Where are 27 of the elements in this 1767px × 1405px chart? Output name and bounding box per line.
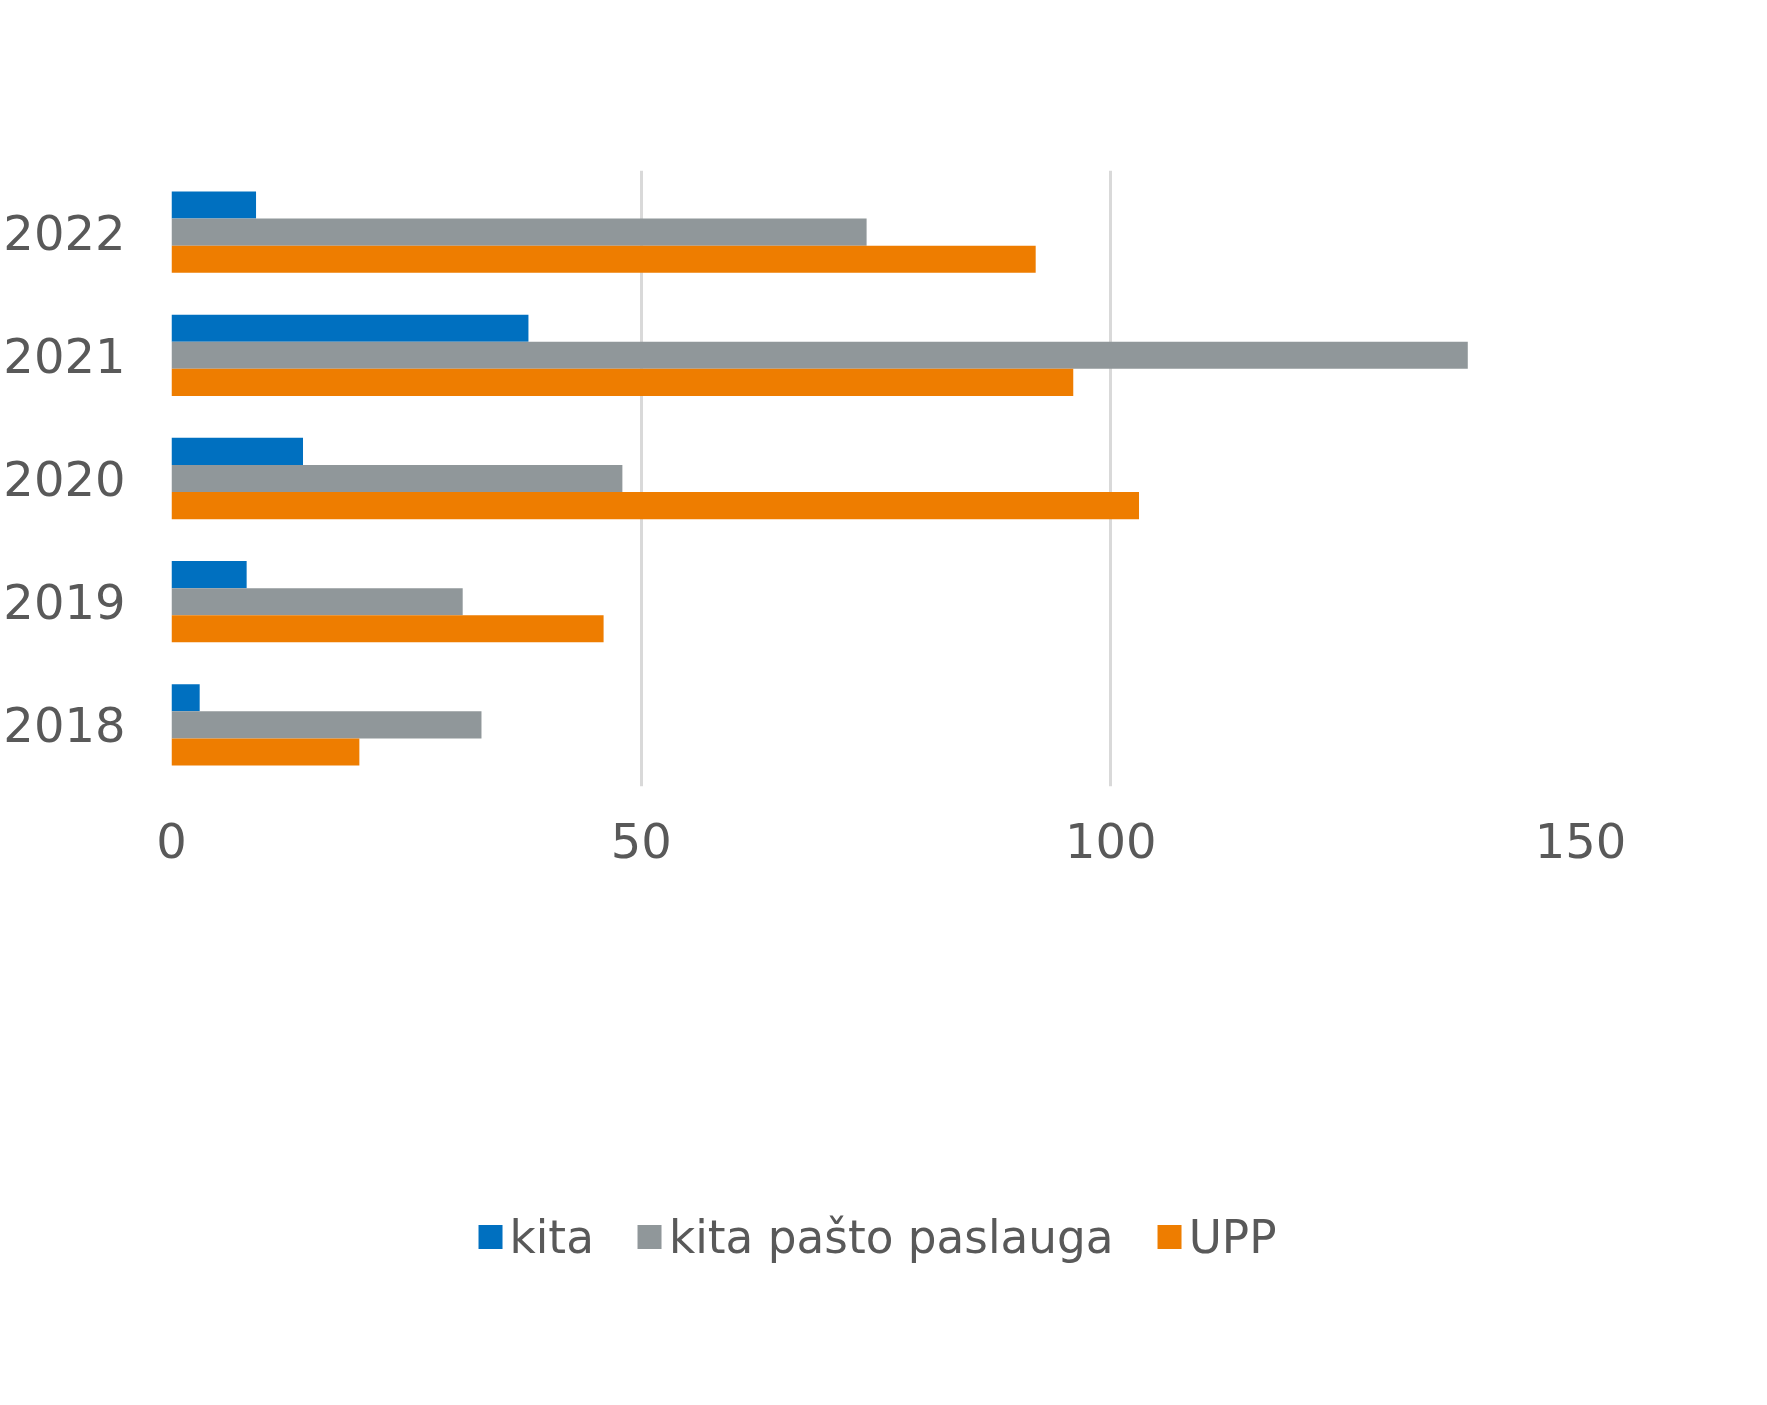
bar (171, 738, 360, 766)
y-tick-label: 2021 (3, 327, 126, 384)
y-tick-label: 2020 (3, 451, 126, 507)
bar (171, 464, 623, 493)
y-tick-label: 2022 (3, 204, 126, 261)
x-tick-label: 0 (156, 812, 187, 869)
bar (171, 615, 604, 643)
y-tick-label: 2019 (3, 574, 126, 631)
y-tick-label: 2018 (3, 697, 126, 754)
bar (171, 561, 247, 589)
bar (171, 588, 463, 616)
x-tick-label: 50 (610, 812, 672, 869)
legend-label: UPP (1188, 1210, 1277, 1264)
bar (171, 245, 1036, 273)
bar (171, 684, 200, 712)
bar (171, 711, 482, 739)
bar (171, 191, 257, 219)
legend-label: kita pašto paslauga (668, 1210, 1114, 1264)
bar (171, 437, 304, 465)
x-tick-label: 150 (1534, 812, 1627, 869)
bar (171, 492, 1140, 520)
bar (171, 218, 867, 246)
x-tick-label: 100 (1065, 812, 1157, 869)
legend-label: kita (509, 1210, 594, 1264)
bar (171, 314, 529, 342)
bar (171, 368, 1074, 396)
bar (171, 341, 1468, 369)
